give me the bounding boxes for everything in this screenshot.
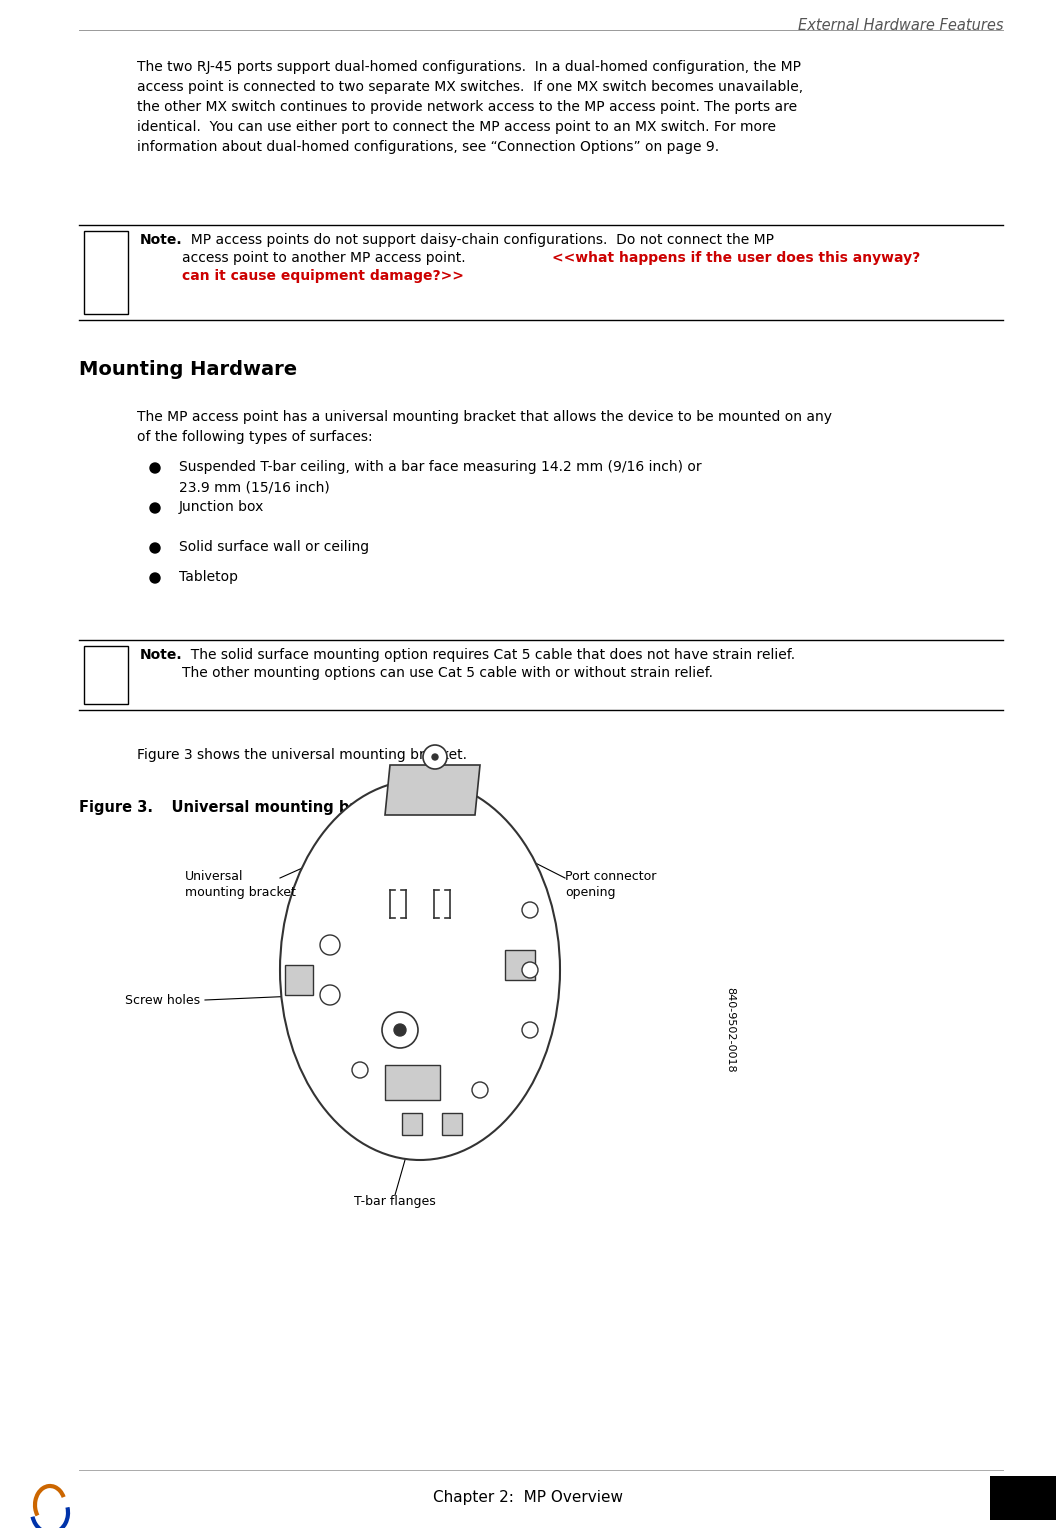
- Text: External Hardware Features: External Hardware Features: [797, 18, 1003, 34]
- Bar: [442, 1112, 463, 1135]
- Text: Tabletop: Tabletop: [180, 570, 238, 584]
- Bar: [385, 1065, 440, 1100]
- Bar: [285, 966, 313, 995]
- Circle shape: [320, 986, 340, 1005]
- Text: The MP access point has a universal mounting bracket that allows the device to b: The MP access point has a universal moun…: [137, 410, 832, 445]
- Circle shape: [522, 902, 538, 918]
- Circle shape: [150, 573, 161, 584]
- Text: The two RJ-45 ports support dual-homed configurations.  In a dual-homed configur: The two RJ-45 ports support dual-homed c…: [137, 60, 804, 154]
- Text: Figure 3.: Figure 3.: [79, 801, 153, 814]
- Circle shape: [150, 463, 161, 474]
- Text: Solid surface wall or ceiling: Solid surface wall or ceiling: [180, 539, 370, 555]
- Circle shape: [522, 1022, 538, 1038]
- Bar: [505, 950, 535, 979]
- Text: 840-9502-0018: 840-9502-0018: [725, 987, 735, 1073]
- Circle shape: [394, 1024, 406, 1036]
- Circle shape: [320, 935, 340, 955]
- Circle shape: [150, 542, 161, 553]
- Circle shape: [472, 1082, 488, 1099]
- Text: Chapter 2:  MP Overview: Chapter 2: MP Overview: [433, 1490, 623, 1505]
- Text: Note.: Note.: [140, 648, 183, 662]
- Bar: [84, 231, 128, 313]
- Text: MP access points do not support daisy-chain configurations.  Do not connect the : MP access points do not support daisy-ch…: [182, 232, 774, 248]
- Text: T-bar flanges: T-bar flanges: [354, 1195, 436, 1209]
- Text: Junction box: Junction box: [180, 500, 264, 513]
- Text: Screw holes: Screw holes: [125, 993, 200, 1007]
- Circle shape: [352, 1062, 367, 1077]
- Circle shape: [423, 746, 447, 769]
- Text: The solid surface mounting option requires Cat 5 cable that does not have strain: The solid surface mounting option requir…: [182, 648, 795, 662]
- Text: Universal
mounting bracket: Universal mounting bracket: [185, 869, 296, 898]
- Text: Note.: Note.: [140, 232, 183, 248]
- Circle shape: [382, 1012, 418, 1048]
- Text: Mounting Hardware: Mounting Hardware: [79, 361, 297, 379]
- Text: Universal mounting bracket: Universal mounting bracket: [151, 801, 401, 814]
- Circle shape: [150, 503, 161, 513]
- Bar: [402, 1112, 422, 1135]
- Text: can it cause equipment damage?>>: can it cause equipment damage?>>: [182, 269, 464, 283]
- Text: 7: 7: [1017, 1488, 1029, 1507]
- Bar: [84, 646, 128, 704]
- Text: Figure 3 shows the universal mounting bracket.: Figure 3 shows the universal mounting br…: [137, 749, 467, 762]
- Text: access point to another MP access point.: access point to another MP access point.: [182, 251, 470, 264]
- Text: <<what happens if the user does this anyway?: <<what happens if the user does this any…: [552, 251, 920, 264]
- Ellipse shape: [280, 779, 560, 1160]
- Circle shape: [522, 963, 538, 978]
- PathPatch shape: [385, 766, 480, 814]
- Text: Suspended T-bar ceiling, with a bar face measuring 14.2 mm (9/16 inch) or
23.9 m: Suspended T-bar ceiling, with a bar face…: [180, 460, 701, 494]
- Circle shape: [432, 753, 438, 759]
- Text: The other mounting options can use Cat 5 cable with or without strain relief.: The other mounting options can use Cat 5…: [182, 666, 713, 680]
- Bar: [991, 1476, 1056, 1520]
- Text: Port connector
opening: Port connector opening: [565, 869, 657, 898]
